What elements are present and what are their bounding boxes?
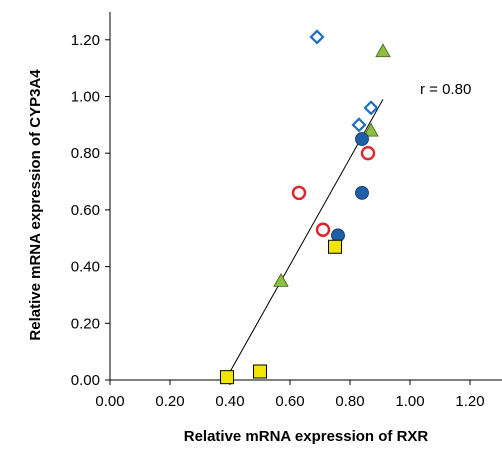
square-marker: [253, 364, 267, 379]
y-tick-label: 1.20: [71, 32, 100, 49]
x-tick-label: 0.80: [335, 393, 364, 410]
filled-circle-marker: [355, 185, 369, 200]
triangle-marker: [273, 272, 289, 287]
x-tick-label: 0.40: [215, 393, 244, 410]
y-tick-label: 0.80: [71, 145, 100, 162]
x-tick-label: 1.00: [395, 393, 424, 410]
y-axis-title: Relative mRNA expression of CYP3A4: [27, 69, 44, 341]
x-axis-title: Relative mRNA expression of RXR: [184, 428, 429, 445]
triangle-marker: [363, 122, 379, 137]
open-circle-marker: [291, 185, 307, 201]
y-tick-label: 1.00: [71, 89, 100, 106]
correlation-annotation: r = 0.80: [420, 81, 471, 98]
square-marker: [328, 239, 342, 254]
square-marker: [220, 370, 234, 385]
y-tick-label: 0.00: [71, 372, 100, 389]
x-tick-label: 0.00: [95, 393, 124, 410]
open-circle-marker: [360, 145, 376, 161]
regression-line: [226, 99, 384, 378]
y-tick-label: 0.60: [71, 202, 100, 219]
diamond-marker: [309, 29, 325, 45]
data-points: [220, 29, 391, 385]
filled-circle-marker: [355, 132, 369, 146]
y-axis-ticks: 0.00 0.20 0.40 0.60 0.80 1.00 1.20: [71, 32, 110, 389]
y-tick-label: 0.20: [71, 315, 100, 332]
y-tick-label: 0.40: [71, 259, 100, 276]
diamond-marker: [351, 117, 367, 133]
x-tick-label: 1.20: [455, 393, 484, 410]
diamond-marker: [363, 100, 379, 116]
x-tick-label: 0.60: [275, 393, 304, 410]
x-tick-label: 0.20: [155, 393, 184, 410]
triangle-marker: [375, 43, 391, 58]
x-axis-ticks: 0.00 0.20 0.40 0.60 0.80 1.00 1.20: [95, 380, 485, 410]
open-circle-marker: [315, 222, 331, 237]
